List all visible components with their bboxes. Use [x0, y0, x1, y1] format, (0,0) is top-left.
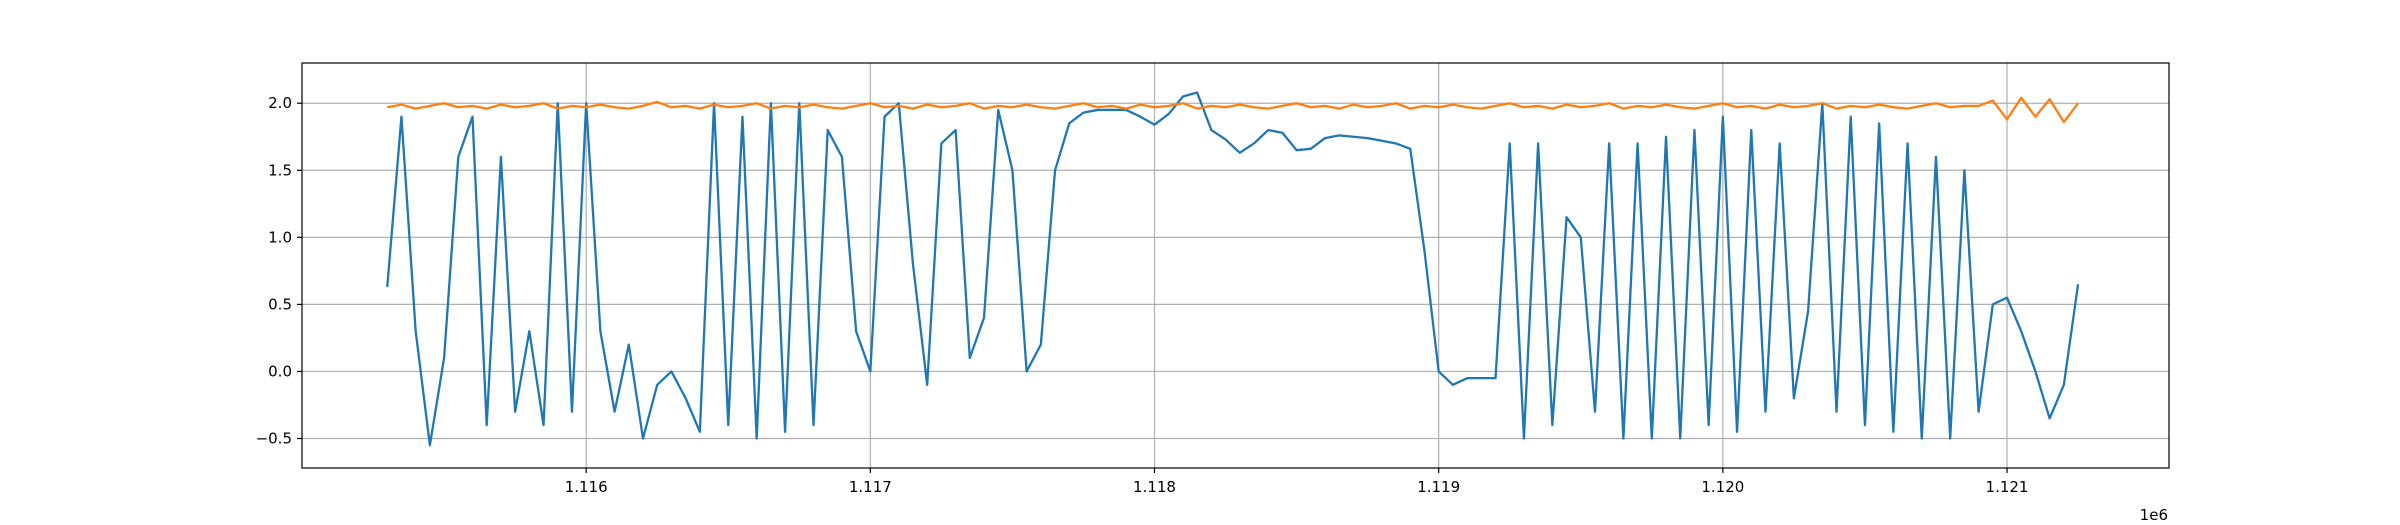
x-tick-label: 1.121 [1986, 478, 2029, 496]
x-tick-label: 1.118 [1133, 478, 1176, 496]
x-tick-label: 1.119 [1417, 478, 1460, 496]
y-tick-label: 1.5 [268, 161, 292, 179]
x-tick-label: 1.120 [1701, 478, 1744, 496]
y-tick-label: −0.5 [256, 429, 292, 447]
y-tick-label: 1.0 [268, 228, 292, 246]
y-tick-label: 2.0 [268, 94, 292, 112]
data-line [386, 91, 2080, 447]
y-tick-label: 0.0 [268, 362, 292, 380]
x-tick-label: 1.117 [849, 478, 892, 496]
y-tick-label: 0.5 [268, 295, 292, 313]
x-offset-label: 1e6 [2140, 506, 2168, 524]
data-line [387, 96, 2079, 124]
plot-frame [301, 62, 2170, 469]
x-tick-label: 1.116 [565, 478, 608, 496]
